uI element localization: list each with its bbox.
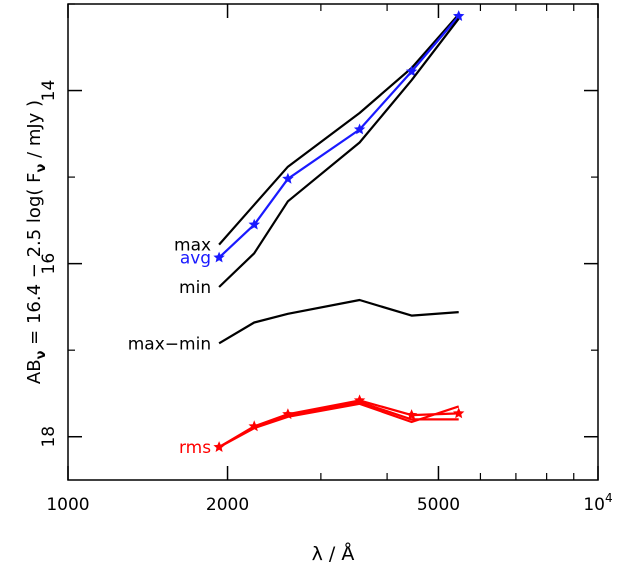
data-point-marker xyxy=(282,172,294,184)
series-line xyxy=(218,13,460,246)
y-tick-label: 14 xyxy=(39,80,59,102)
data-point-marker xyxy=(453,407,465,419)
series-avg: avg xyxy=(180,10,465,269)
data-point-marker xyxy=(405,409,418,420)
y-tick-label: 16 xyxy=(39,253,59,275)
data-point-marker xyxy=(213,251,225,263)
data-point-marker xyxy=(213,441,225,452)
x-tick-label: 2000 xyxy=(206,495,249,515)
data-point-marker xyxy=(453,10,465,21)
data-point-marker xyxy=(353,394,366,406)
series-label: avg xyxy=(180,249,211,269)
series-rms: rms xyxy=(179,394,465,458)
y-tick-label: 18 xyxy=(39,426,59,448)
series-label: rms xyxy=(179,438,211,458)
axis-ticks: 1000 2000 5000 104 14 16 18 xyxy=(39,3,613,515)
data-point-marker xyxy=(248,218,260,230)
series-max−min: max−min xyxy=(128,298,459,354)
x-tick-label: 5000 xyxy=(417,495,460,515)
plot-frame xyxy=(67,3,599,481)
series-label: min xyxy=(179,278,211,298)
series-line xyxy=(218,399,459,449)
data-point-marker xyxy=(405,65,418,77)
series-max: max xyxy=(174,13,460,256)
y-axis-label: ABν = 16.4 − 2.5 log( Fν / mJy ) xyxy=(24,100,49,384)
x-axis-label: λ / Å xyxy=(312,542,355,565)
series-label: max xyxy=(174,236,211,256)
data-point-marker xyxy=(248,420,260,432)
series-line xyxy=(218,18,460,288)
x-tick-label: 104 xyxy=(583,491,612,515)
x-tick-label: 1000 xyxy=(46,495,89,515)
series-label: max−min xyxy=(128,334,211,354)
data-point-marker xyxy=(282,408,294,420)
series-line xyxy=(218,298,459,345)
series-line-extra xyxy=(218,402,460,449)
series-min: min xyxy=(179,18,460,298)
data-point-marker xyxy=(353,123,366,135)
series-line xyxy=(218,15,460,259)
